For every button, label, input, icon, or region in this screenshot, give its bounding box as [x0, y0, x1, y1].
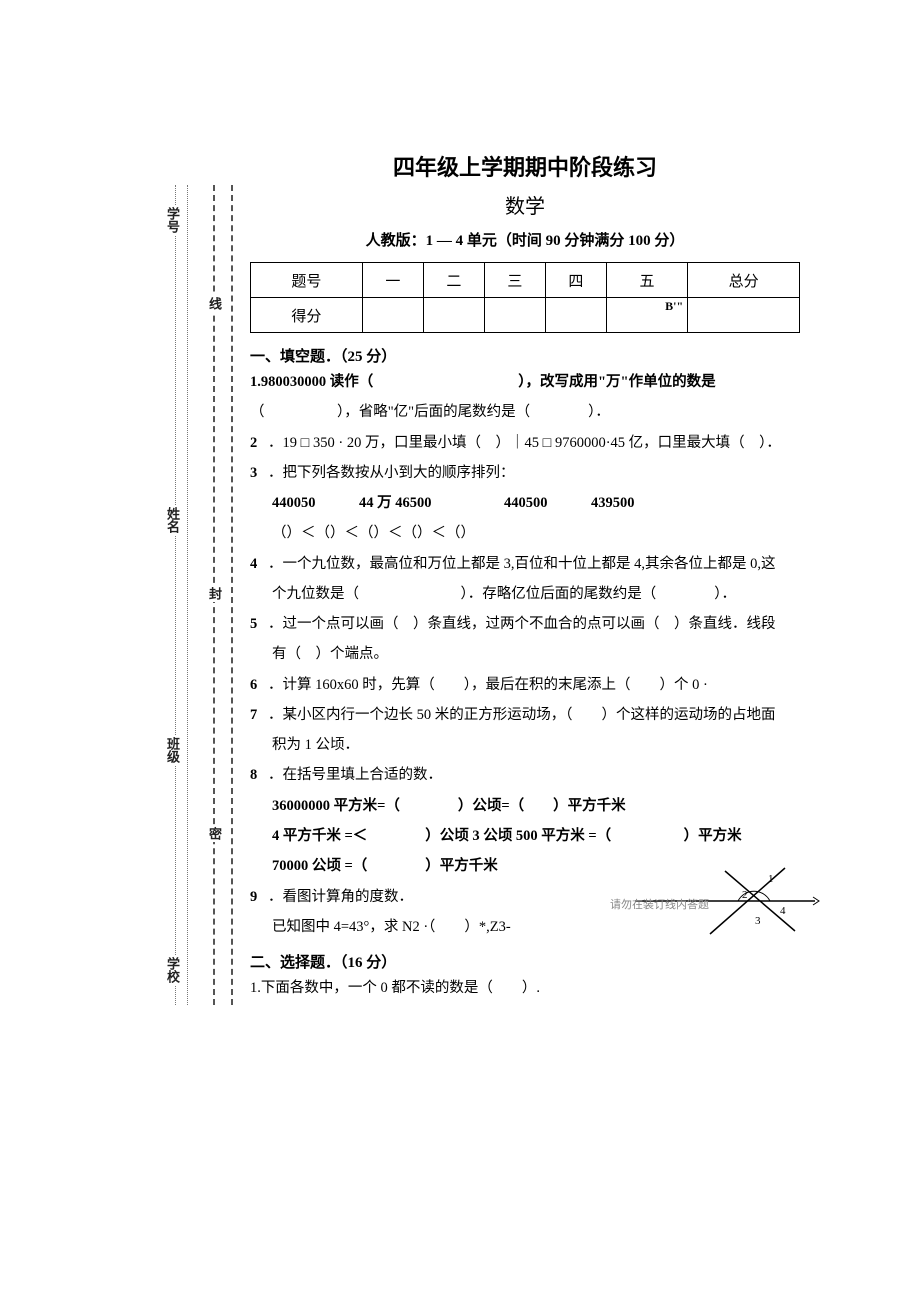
gutter-label-id: 学号 — [163, 205, 182, 235]
q4-num: 4 — [250, 550, 268, 578]
td-empty — [362, 298, 423, 333]
title-subject: 数学 — [250, 190, 800, 219]
binding-gutter: 学校 密 班级 封 姓名 线 学号 — [165, 185, 245, 1005]
q5-text: ．过一个点可以画（ ）条直线，过两个不血合的点可以画（ ）条直线．线段 — [268, 616, 776, 632]
title-main: 四年级上学期期中阶段练习 — [250, 150, 800, 182]
angle-label-3: 3 — [755, 915, 761, 927]
th-num: 题号 — [251, 263, 363, 298]
subtitle: 人教版：1 — 4 单元（时间 90 分钟满分 100 分） — [250, 229, 800, 250]
td-empty — [545, 298, 606, 333]
q7-num: 7 — [250, 701, 268, 729]
q5b: 有（ ）个端点。 — [250, 640, 800, 668]
gutter-label-feng: 封 — [205, 585, 224, 602]
td-empty — [484, 298, 545, 333]
figure-hint: 请勿在装订线内答题 — [610, 896, 709, 912]
page-body: 四年级上学期期中阶段练习 数学 人教版：1 — 4 单元（时间 90 分钟满分 … — [250, 150, 800, 1004]
q7: 7．某小区内行一个边长 50 米的正方形运动场，（ ）个这样的运动场的占地面 — [250, 701, 800, 729]
q1b: （ ），省略"亿"后面的尾数约是（ ）． — [250, 398, 800, 426]
q3: 3．把下列各数按从小到大的顺序排列： — [250, 459, 800, 487]
q8-num: 8 — [250, 761, 268, 789]
gutter-label-mi: 密 — [205, 825, 224, 842]
q9-text: ．看图计算角的度数． — [268, 889, 413, 905]
q8: 8．在括号里填上合适的数． — [250, 761, 800, 789]
th-4: 四 — [545, 263, 606, 298]
section1-head: 一、填空题．（25 分） — [250, 345, 800, 366]
q6-num: 6 — [250, 671, 268, 699]
q6-text: ．计算 160x60 时，先算（ ），最后在积的末尾添上（ ）个 0 · — [268, 677, 708, 693]
gutter-label-school: 学校 — [163, 955, 182, 985]
th-5: 五 — [606, 263, 687, 298]
q3a: 440050 44 万 46500 440500 439500 — [250, 489, 800, 517]
gutter-label-class: 班级 — [163, 735, 182, 765]
td-empty — [423, 298, 484, 333]
dotline-1 — [175, 185, 176, 1005]
q8b: 4 平方千米 =＜ ）公顷 3 公顷 500 平方米 =（ ）平方米 — [250, 822, 800, 850]
q7-text: ．某小区内行一个边长 50 米的正方形运动场，（ ）个这样的运动场的占地面 — [268, 707, 776, 723]
s2-q1: 1.下面各数中，一个 0 都不读的数是（ ）. — [250, 974, 800, 1002]
dashed-line-2 — [231, 185, 233, 1005]
td-note: B'" — [606, 298, 687, 333]
gutter-label-xian: 线 — [205, 295, 224, 312]
q2-text: ．19 □ 350 · 20 万，口里最小填（ ）｜45 □ 9760000·4… — [268, 435, 781, 451]
score-table: 题号 一 二 三 四 五 总分 得分 B'" — [250, 262, 800, 333]
q5: 5．过一个点可以画（ ）条直线，过两个不血合的点可以画（ ）条直线．线段 — [250, 610, 800, 638]
q7b: 积为 1 公顷． — [250, 731, 800, 759]
q3-text: ．把下列各数按从小到大的顺序排列： — [268, 465, 515, 481]
q2-num: 2 — [250, 429, 268, 457]
q4b: 个九位数是（ ）．存略亿位后面的尾数约是（ ）． — [250, 580, 800, 608]
th-3: 三 — [484, 263, 545, 298]
gutter-label-name: 姓名 — [163, 505, 182, 535]
angle-label-4: 4 — [780, 905, 786, 917]
angle-figure: 1 2 3 4 请勿在装订线内答题 — [630, 866, 820, 936]
q8-text: ．在括号里填上合适的数． — [268, 767, 442, 783]
dotline-2 — [187, 185, 188, 1005]
section2-head: 二、选择题．（16 分） — [250, 951, 800, 972]
q2: 2．19 □ 350 · 20 万，口里最小填（ ）｜45 □ 9760000·… — [250, 429, 800, 457]
q4-text: ．一个九位数，最高位和万位上都是 3,百位和十位上都是 4,其余各位上都是 0,… — [268, 556, 776, 572]
th-2: 二 — [423, 263, 484, 298]
td-empty — [688, 298, 800, 333]
th-total: 总分 — [688, 263, 800, 298]
angle-label-2: 2 — [742, 889, 748, 901]
q6: 6．计算 160x60 时，先算（ ），最后在积的末尾添上（ ）个 0 · — [250, 671, 800, 699]
td-score-label: 得分 — [251, 298, 363, 333]
q8a: 36000000 平方米=（ ）公顷=（ ）平方千米 — [250, 792, 800, 820]
table-row: 得分 B'" — [251, 298, 800, 333]
q3-num: 3 — [250, 459, 268, 487]
table-row: 题号 一 二 三 四 五 总分 — [251, 263, 800, 298]
q3b: （）＜（）＜（）＜（）＜（） — [250, 519, 800, 547]
q9-num: 9 — [250, 883, 268, 911]
th-1: 一 — [362, 263, 423, 298]
q1-text: 1.980030000 读作（ ），改写成用"万"作单位的数是 — [250, 374, 716, 390]
angle-label-1: 1 — [768, 873, 774, 885]
q1: 1.980030000 读作（ ），改写成用"万"作单位的数是 — [250, 368, 800, 396]
q5-num: 5 — [250, 610, 268, 638]
q4: 4．一个九位数，最高位和万位上都是 3,百位和十位上都是 4,其余各位上都是 0… — [250, 550, 800, 578]
